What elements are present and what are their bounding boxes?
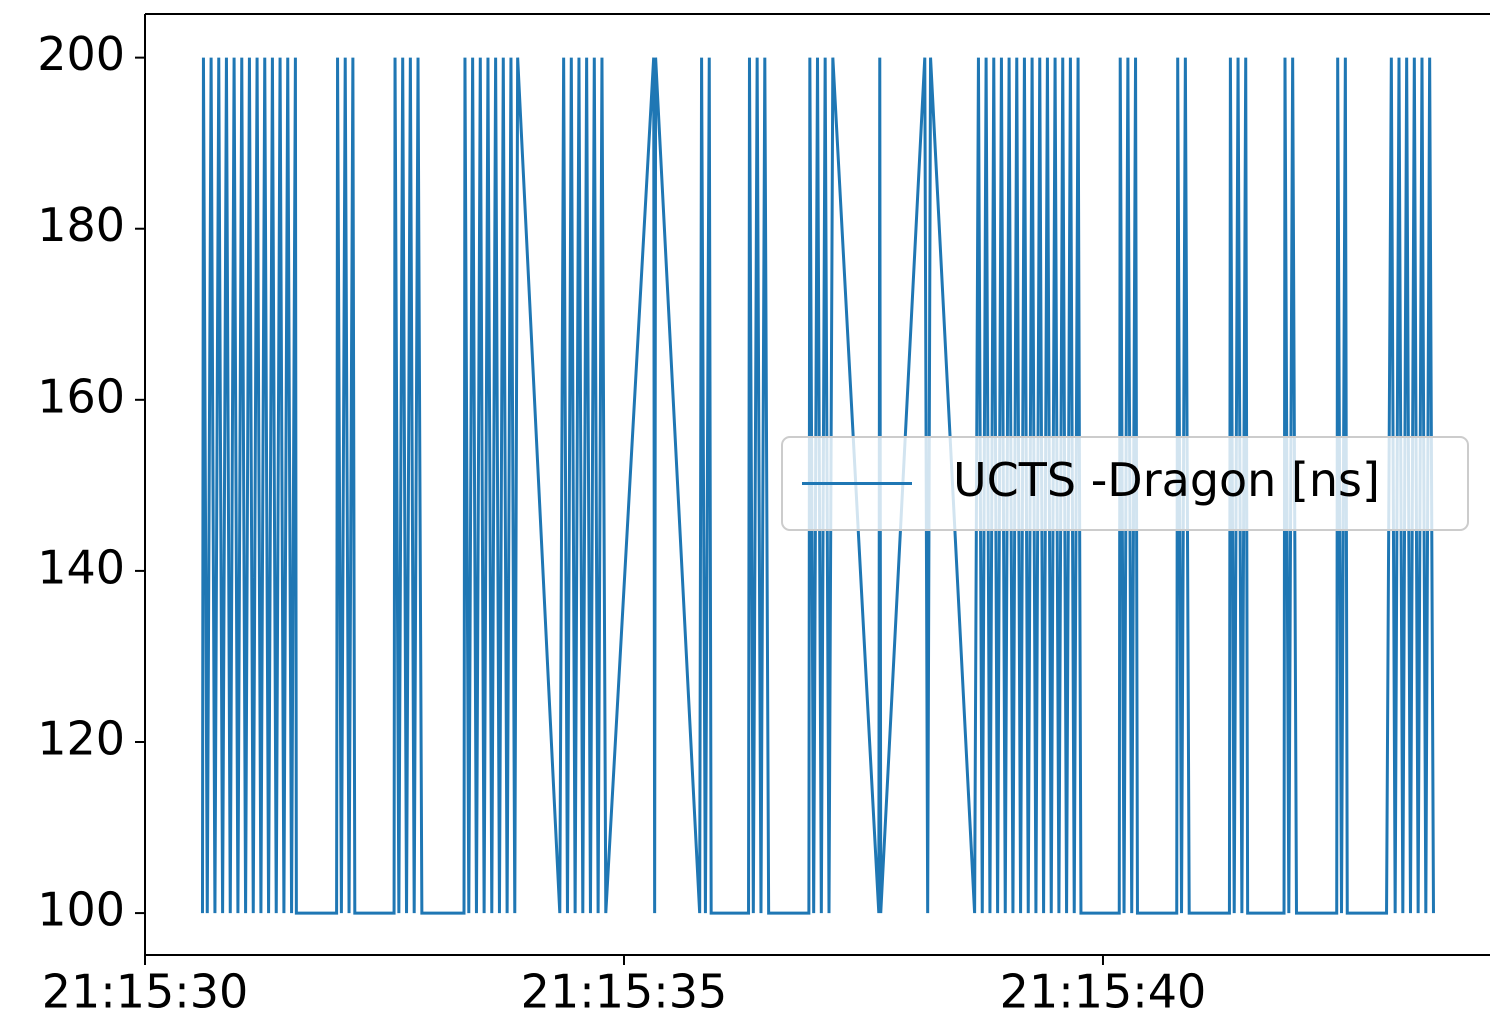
y-tick-label: 140 — [37, 540, 125, 594]
y-tick-label: 100 — [37, 883, 125, 937]
y-tick-label: 120 — [37, 711, 125, 765]
y-tick-label: 160 — [37, 369, 125, 423]
legend-box — [781, 436, 1469, 531]
legend-label: UCTS -Dragon [ns] — [953, 453, 1380, 507]
y-tick-label: 200 — [37, 27, 125, 81]
y-tick-label: 180 — [37, 198, 125, 252]
x-tick-label: 21:15:30 — [42, 965, 249, 1019]
x-tick-label: 21:15:35 — [521, 965, 728, 1019]
x-tick-label: 21:15:40 — [1000, 965, 1207, 1019]
